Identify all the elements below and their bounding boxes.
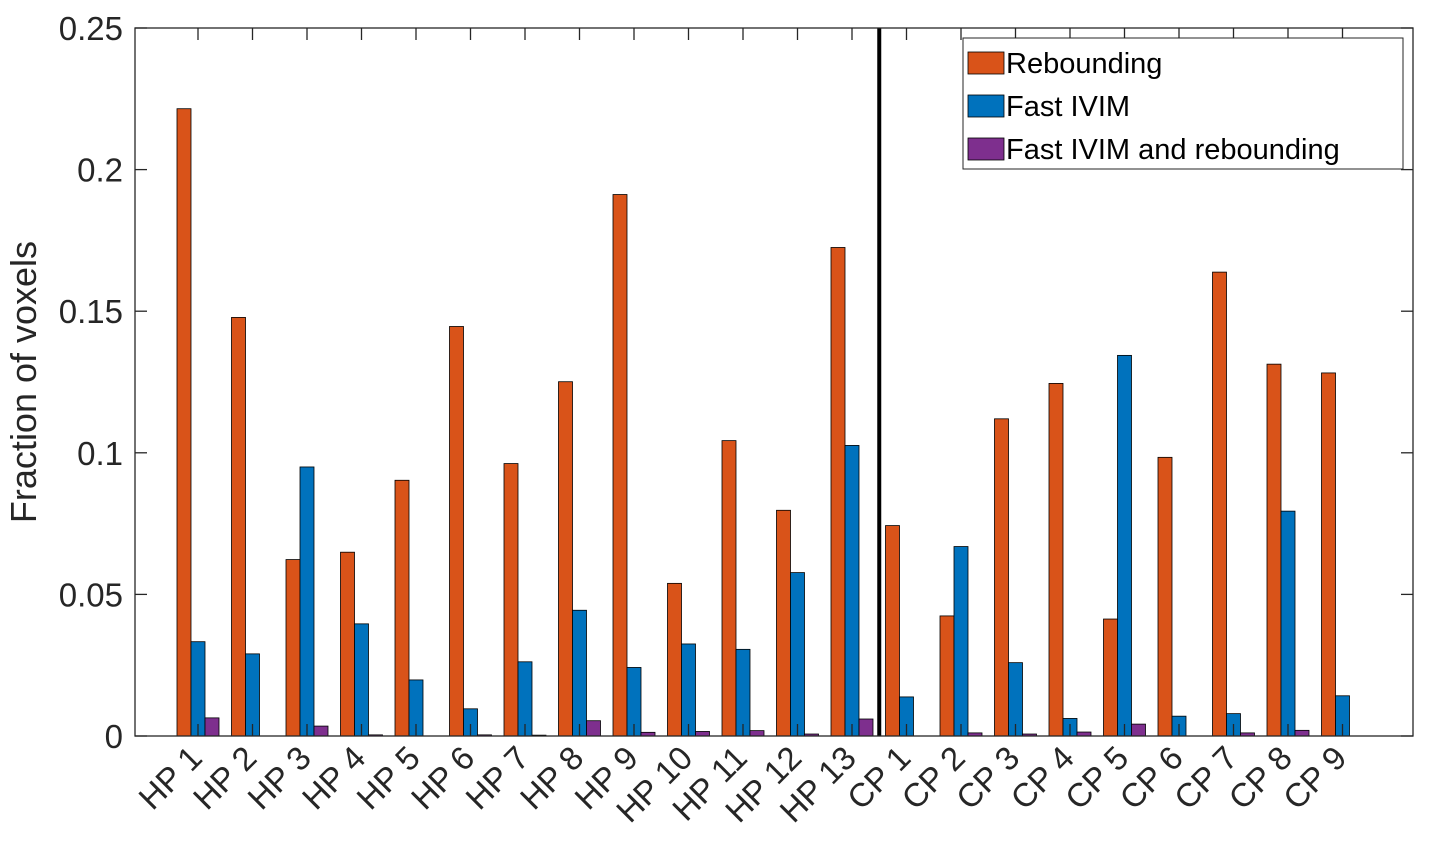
bar-rebounding-hp-2 xyxy=(231,317,246,737)
bar-rebounding-hp-4 xyxy=(340,551,355,737)
bar-fast-ivim-hp-10 xyxy=(681,643,696,737)
bar-fast-ivim-and-rebounding-hp-3 xyxy=(313,725,329,737)
bar-fast-ivim-hp-11 xyxy=(735,648,751,737)
bar-rebounding-cp-4 xyxy=(1048,383,1064,737)
bar-rebounding-cp-7 xyxy=(1212,271,1227,737)
bar-rebounding-cp-2 xyxy=(939,615,955,737)
bar-rebounding-hp-13 xyxy=(830,247,846,737)
bar-rebounding-cp-9 xyxy=(1321,372,1336,737)
bar-fast-ivim-hp-4 xyxy=(354,623,369,737)
legend-label: Rebounding xyxy=(1006,48,1162,80)
bar-rebounding-cp-8 xyxy=(1266,363,1282,737)
bar-fast-ivim-and-rebounding-hp-8 xyxy=(586,720,601,737)
bar-rebounding-cp-1 xyxy=(885,525,900,737)
y-tick-label: 0.1 xyxy=(77,435,123,472)
plot-frame xyxy=(134,27,1414,737)
x-tick-label: CP 9 xyxy=(1276,739,1354,817)
bar-rebounding-cp-5 xyxy=(1103,618,1118,737)
bar-rebounding-hp-1 xyxy=(176,108,192,737)
bar-fast-ivim-hp-3 xyxy=(299,466,315,737)
bar-rebounding-cp-6 xyxy=(1157,456,1173,737)
bar-fast-ivim-hp-12 xyxy=(790,572,805,737)
bar-fast-ivim-cp-8 xyxy=(1280,510,1296,737)
bar-fast-ivim-hp-1 xyxy=(190,641,206,737)
legend-swatch-fast-ivim xyxy=(967,94,1005,118)
bar-rebounding-hp-5 xyxy=(394,479,410,737)
bar-fast-ivim-and-rebounding-cp-5 xyxy=(1131,723,1146,737)
bar-fast-ivim-and-rebounding-hp-1 xyxy=(204,717,220,737)
legend: Rebounding Fast IVIM Fast IVIM and rebound… xyxy=(962,37,1404,170)
y-tick-label: 0.05 xyxy=(59,576,123,613)
bar-fast-ivim-hp-8 xyxy=(572,609,587,737)
legend-label: Fast IVIM and rebounding xyxy=(1006,134,1340,166)
bar-rebounding-hp-12 xyxy=(776,509,791,737)
y-tick-label: 0 xyxy=(105,718,123,755)
bar-rebounding-hp-6 xyxy=(449,326,464,737)
bar-fast-ivim-cp-2 xyxy=(953,546,969,737)
bar-rebounding-hp-7 xyxy=(503,463,519,737)
bar-fast-ivim-and-rebounding-cp-8 xyxy=(1294,729,1310,737)
bar-fast-ivim-and-rebounding-hp-11 xyxy=(749,730,765,737)
y-tick-label: 0.25 xyxy=(59,10,123,47)
bar-fast-ivim-and-rebounding-hp-10 xyxy=(695,731,710,737)
legend-swatch-rebounding xyxy=(967,51,1005,75)
bar-fast-ivim-cp-5 xyxy=(1117,354,1132,737)
y-axis: 0 0.05 0.1 0.15 0.2 0.25 xyxy=(59,10,1413,755)
bar-rebounding-cp-3 xyxy=(994,418,1009,737)
bar-fast-ivim-hp-2 xyxy=(245,653,260,737)
legend-label: Fast IVIM xyxy=(1006,91,1130,123)
bar-rebounding-hp-8 xyxy=(558,381,573,737)
bar-rebounding-hp-3 xyxy=(285,559,301,737)
bars-group xyxy=(176,108,1350,737)
bar-rebounding-hp-10 xyxy=(667,582,682,737)
y-tick-label: 0.15 xyxy=(59,293,123,330)
y-tick-label: 0.2 xyxy=(77,152,123,189)
bar-rebounding-hp-9 xyxy=(612,194,628,737)
bar-rebounding-hp-11 xyxy=(721,440,737,737)
y-axis-label: Fraction of voxels xyxy=(3,241,44,523)
bar-fast-ivim-hp-13 xyxy=(844,445,860,737)
legend-box xyxy=(962,37,1404,170)
bar-fast-ivim-and-rebounding-hp-13 xyxy=(858,718,874,737)
legend-swatch-fast-ivim-and-rebounding xyxy=(967,137,1005,161)
